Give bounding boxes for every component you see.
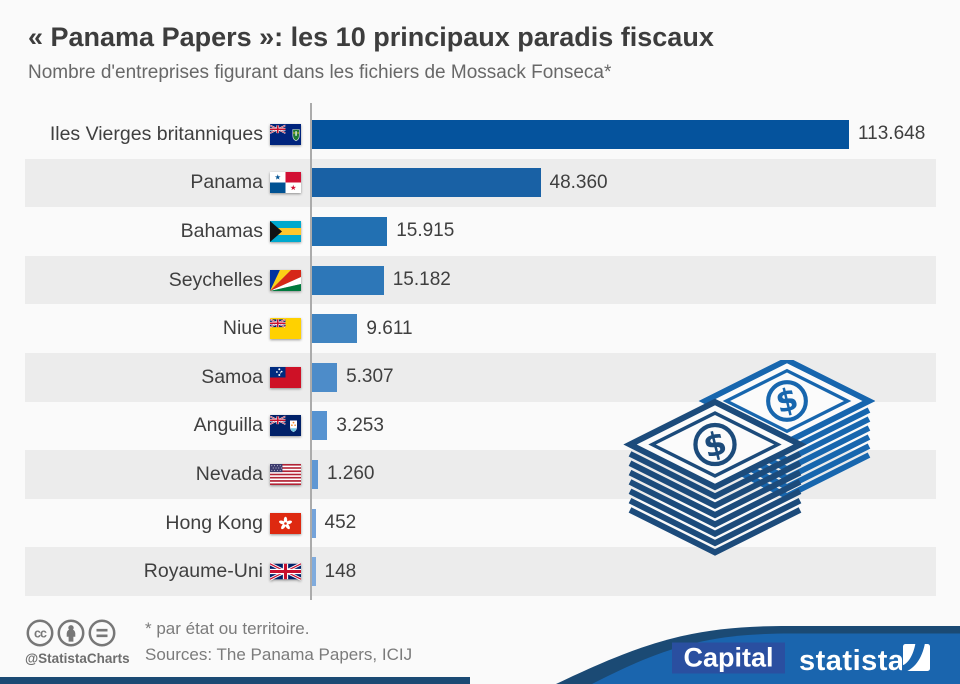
value-bar: [312, 557, 316, 587]
axis-line: [310, 103, 312, 600]
country-label: Niue: [222, 317, 263, 340]
page-title: « Panama Papers »: les 10 principaux par…: [28, 22, 714, 52]
value-label: 1.260: [326, 463, 375, 485]
footnotes: * par état ou territoire. Sources: The P…: [145, 616, 412, 668]
value-label: 3.253: [336, 414, 384, 436]
bahamas-flag-icon: [270, 220, 301, 242]
country-label: Iles Vierges britanniques: [49, 122, 263, 145]
license-icons: cc: [26, 619, 116, 647]
equals-icon: [88, 619, 116, 647]
british-virgin-islands-flag-icon: [270, 123, 301, 145]
country-label: Samoa: [201, 365, 263, 388]
value-bar: [312, 265, 384, 295]
value-bar: [312, 119, 849, 149]
page-subtitle: Nombre d'entreprises figurant dans les f…: [28, 62, 612, 83]
table-row: Anguilla 3.253: [25, 402, 936, 451]
sources: Sources: The Panama Papers, ICIJ: [145, 645, 413, 664]
table-row: Seychelles 15.182: [25, 255, 936, 305]
statista-logo-icon: [902, 643, 930, 673]
table-row: Samoa 5.307: [25, 352, 936, 402]
seychelles-flag-icon: [270, 269, 301, 291]
value-bar: [312, 459, 318, 489]
value-bar: [312, 411, 328, 441]
statista-logo-text: statista: [799, 645, 905, 677]
bar-chart: Iles Vierges britanniques 113.648 Panama …: [25, 110, 936, 596]
niue-flag-icon: [270, 318, 301, 340]
value-label: 452: [324, 512, 357, 534]
country-label: Anguilla: [193, 414, 263, 437]
value-bar: [312, 508, 316, 538]
table-row: Hong Kong 452: [25, 499, 936, 548]
table-row: Panama 48.360: [25, 158, 936, 208]
samoa-flag-icon: [270, 366, 301, 388]
hong-kong-flag-icon: [270, 512, 301, 534]
table-row: Iles Vierges britanniques 113.648: [25, 110, 936, 159]
value-label: 113.648: [858, 123, 926, 145]
usa-flag-icon: [270, 463, 301, 485]
anguilla-flag-icon: [270, 415, 301, 437]
value-bar: [312, 314, 358, 344]
footnote: * par état ou territoire.: [145, 619, 310, 638]
value-label: 48.360: [549, 171, 608, 193]
value-bar: [312, 168, 541, 198]
attribution-icon: [57, 619, 85, 647]
country-label: Bahamas: [180, 219, 263, 242]
country-label: Nevada: [195, 462, 263, 485]
table-row: Niue 9.611: [25, 304, 936, 353]
cc-icon: cc: [26, 619, 54, 647]
panama-flag-icon: [270, 172, 301, 194]
country-label: Seychelles: [168, 268, 263, 291]
bottom-strip: [0, 677, 470, 684]
capital-logo: Capital: [672, 642, 785, 674]
table-row: Royaume-Uni 148: [25, 547, 936, 596]
svg-text:cc: cc: [34, 627, 47, 641]
brand-banner: Capital statista: [0, 626, 960, 684]
united-kingdom-flag-icon: [270, 561, 301, 582]
country-label: Hong Kong: [165, 511, 263, 534]
statista-logo: statista: [799, 643, 930, 677]
country-label: Panama: [190, 171, 263, 194]
value-bar: [312, 362, 338, 392]
value-bar: [312, 216, 388, 246]
value-label: 148: [324, 560, 357, 582]
country-label: Royaume-Uni: [143, 560, 263, 583]
value-label: 15.915: [396, 220, 455, 242]
value-label: 15.182: [392, 269, 451, 291]
statista-handle: @StatistaCharts: [25, 651, 130, 666]
capital-logo-text: Capital: [683, 643, 773, 673]
value-label: 9.611: [366, 317, 413, 339]
table-row: Bahamas 15.915: [25, 207, 936, 256]
value-label: 5.307: [346, 366, 394, 388]
table-row: Nevada 1.260: [25, 450, 936, 499]
